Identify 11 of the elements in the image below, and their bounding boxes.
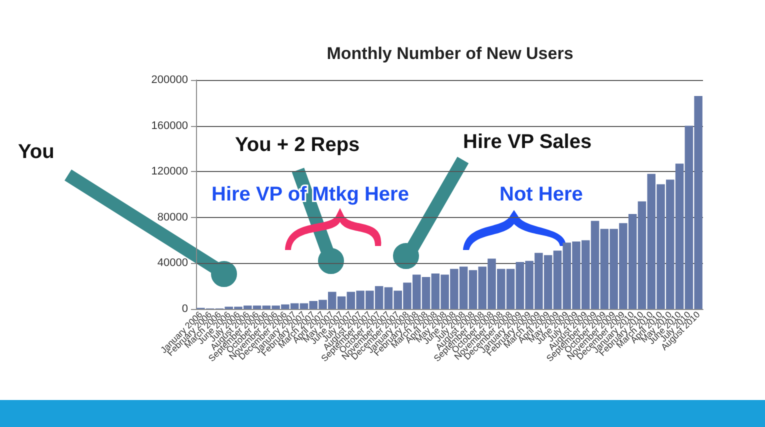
y-tick-label: 0 — [182, 303, 188, 315]
text: You — [18, 141, 54, 163]
annotation: You + 2 Reps — [235, 134, 360, 156]
chart-title: Monthly Number of New Users — [326, 44, 574, 63]
y-tick-label: 40000 — [157, 257, 188, 270]
y-tick-label: 120000 — [151, 166, 188, 178]
annotation: Hire VP Sales — [463, 131, 592, 153]
y-tick-label: 200000 — [151, 74, 188, 86]
annotation: Not Here — [500, 184, 583, 206]
y-tick-label: 160000 — [151, 120, 188, 132]
y-tick-label: 80000 — [157, 211, 188, 224]
